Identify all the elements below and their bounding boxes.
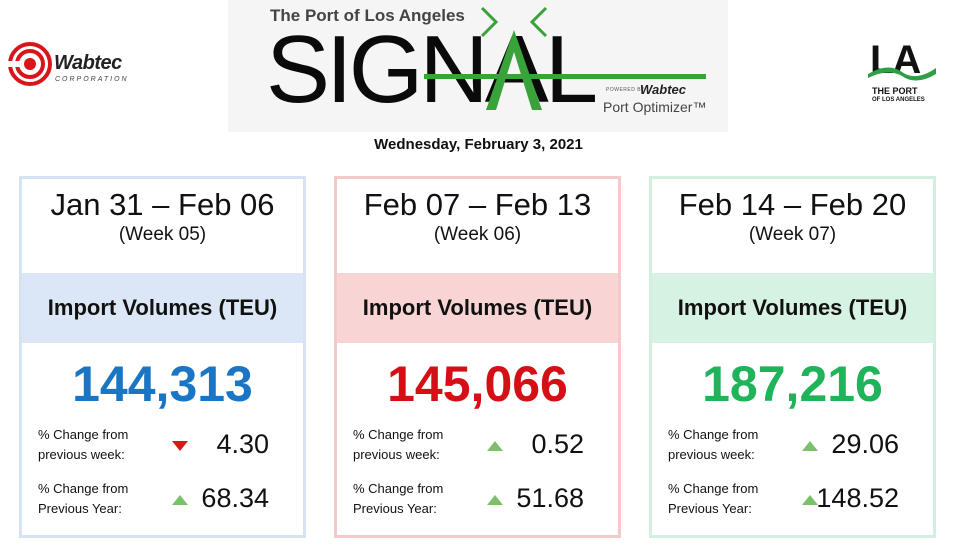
week-change-value: 4.30 (216, 429, 269, 459)
year-change-label: % Change from Previous Year: (38, 481, 129, 516)
report-date: Wednesday, February 3, 2021 (374, 136, 583, 153)
powered-by-brand: Wabtec (640, 82, 686, 97)
la-letters: LA (870, 38, 921, 82)
la-wave-icon (868, 67, 936, 81)
card-import-volume: 187,216 (702, 356, 883, 412)
year-change-value: 68.34 (201, 483, 269, 513)
card-date-range: Feb 14 – Feb 20 (678, 187, 907, 222)
week-change-value: 0.52 (531, 429, 584, 459)
year-change-row: % Change from Previous Year: 51.68 (337, 479, 618, 533)
card-metric-title: Import Volumes (TEU) (652, 273, 933, 343)
week-change-label: % Change from previous week: (353, 427, 444, 462)
year-change-value: 51.68 (516, 483, 584, 513)
port-of-la-logo: LA THE PORT OF LOS ANGELES (862, 38, 942, 108)
card-metric-title: Import Volumes (TEU) (22, 273, 303, 343)
wabtec-logo: Wabtec CORPORATION (8, 42, 148, 90)
week-change-value: 29.06 (831, 429, 899, 459)
week-change-row: % Change from previous week: 4.30 (22, 425, 303, 479)
card-week-number: (Week 06) (433, 224, 522, 245)
wabtec-subtitle: CORPORATION (55, 76, 129, 83)
card-metric-title: Import Volumes (TEU) (337, 273, 618, 343)
wabtec-name: Wabtec (54, 52, 122, 74)
arrow-up-icon (487, 495, 503, 505)
week-change-label: % Change from previous week: (38, 427, 129, 462)
week-card-1: Jan 31 – Feb 06 (Week 05) Import Volumes… (19, 176, 306, 538)
powered-by-label: POWERED BY (606, 87, 645, 93)
arrow-up-icon (172, 495, 188, 505)
card-header: Feb 07 – Feb 13 (Week 06) (337, 179, 618, 273)
la-logo-name: THE PORT (872, 86, 918, 96)
week-card-2: Feb 07 – Feb 13 (Week 06) Import Volumes… (334, 176, 621, 538)
la-logo-subtitle: OF LOS ANGELES (872, 97, 925, 103)
week-change-row: % Change from previous week: 29.06 (652, 425, 933, 479)
banner-top-text: The Port of Los Angeles (270, 6, 465, 25)
arrow-down-icon (172, 441, 188, 451)
port-optimizer-label: Port Optimizer™ (603, 99, 707, 115)
week-change-row: % Change from previous week: 0.52 (337, 425, 618, 479)
week-change-label: % Change from previous week: (668, 427, 759, 462)
arrow-up-icon (487, 441, 503, 451)
card-week-number: (Week 05) (118, 224, 207, 245)
week-card-3: Feb 14 – Feb 20 (Week 07) Import Volumes… (649, 176, 936, 538)
year-change-label: % Change from Previous Year: (353, 481, 444, 516)
signal-banner: The Port of Los Angeles SIGNAL POWERED B… (228, 0, 728, 132)
card-week-number: (Week 07) (748, 224, 837, 245)
arrow-up-icon (802, 441, 818, 451)
year-change-row: % Change from Previous Year: 148.52 (652, 479, 933, 533)
arrow-up-icon (802, 495, 818, 505)
card-import-volume: 144,313 (72, 356, 253, 412)
card-date-range: Feb 07 – Feb 13 (363, 187, 592, 222)
year-change-row: % Change from Previous Year: 68.34 (22, 479, 303, 533)
wabtec-swirl-icon (8, 42, 52, 86)
signal-title: SIGNAL (266, 16, 598, 123)
year-change-value: 148.52 (816, 483, 899, 513)
card-header: Feb 14 – Feb 20 (Week 07) (652, 179, 933, 273)
card-import-volume: 145,066 (387, 356, 568, 412)
signal-chevron-icon (424, 6, 706, 110)
card-date-range: Jan 31 – Feb 06 (50, 187, 275, 222)
card-header: Jan 31 – Feb 06 (Week 05) (22, 179, 303, 273)
year-change-label: % Change from Previous Year: (668, 481, 759, 516)
